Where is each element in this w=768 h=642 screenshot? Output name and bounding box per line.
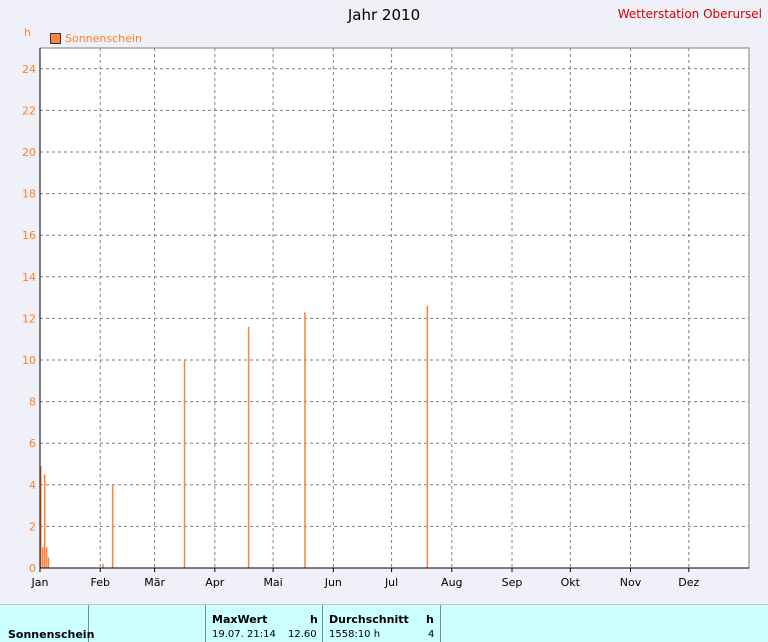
station-label: Wetterstation Oberursel [617,7,762,21]
bar [183,360,186,568]
y-tick-label: 12 [22,312,36,325]
x-tick-label: Feb [90,576,109,589]
footer-cell-max: MaxWert h 19.07. 21:14 12.60 [206,605,323,642]
grid-lines [40,48,749,568]
x-tick-label: Aug [441,576,462,589]
bar [111,484,114,568]
y-axis-unit: h [24,26,31,39]
footer-cell-label: Sonnenschein [0,605,94,642]
bar [43,474,46,568]
bar [102,563,104,568]
footer-max-value: 12.60 [288,629,317,640]
y-tick-label: 0 [29,562,36,575]
bar [304,312,306,568]
bar [426,305,429,568]
legend: Sonnenschein [50,31,142,45]
y-tick-label: 20 [22,146,36,159]
x-tick-label: Mai [263,576,282,589]
footer-cell-empty [89,605,206,642]
x-tick-label: Mär [144,576,165,589]
footer-max-label: MaxWert [212,613,268,626]
footer-avg-unit: h [426,613,434,626]
x-axis-ticks: Jan Feb Mär Apr Mai Jun Jul Aug Sep Okt Nov Dez [31,568,700,589]
footer-max-unit: h [310,613,318,626]
legend-label: Sonnenschein [65,31,142,45]
footer-avg-label: Durchschnitt [329,613,409,626]
x-tick-label: Jul [384,576,398,589]
legend-swatch [50,32,61,44]
summary-footer: Sonnenschein MaxWert h 19.07. 21:14 12.6… [0,604,768,642]
y-tick-label: 22 [22,104,36,117]
x-tick-label: Nov [620,576,642,589]
y-tick-label: 18 [22,188,36,201]
y-tick-label: 24 [22,63,36,76]
plot-area [39,47,750,569]
y-tick-label: 10 [22,354,36,367]
x-tick-label: Sep [502,576,523,589]
x-tick-label: Jun [324,576,342,589]
footer-max-time: 19.07. 21:14 [212,629,276,640]
bar [47,557,50,568]
y-tick-label: 2 [29,520,36,533]
y-tick-label: 16 [22,229,36,242]
y-tick-label: 14 [22,271,36,284]
bar [40,466,42,568]
chart-title: Jahr 2010 [347,6,421,24]
bar [45,547,48,568]
y-tick-label: 6 [29,437,36,450]
footer-avg-value: 1558:10 h [329,629,381,640]
bars [40,305,429,568]
footer-avg-extra: 4 [428,629,435,640]
bar [41,547,44,568]
footer-cell-avg: Durchschnitt h 1558:10 h 4 [323,605,441,642]
y-tick-label: 4 [29,479,36,492]
bar [247,326,250,568]
x-tick-label: Jan [31,576,49,589]
y-tick-label: 8 [29,396,36,409]
footer-row-label: Sonnenschein [8,628,95,641]
x-tick-label: Dez [678,576,699,589]
x-tick-label: Okt [561,576,581,589]
x-tick-label: Apr [205,576,225,589]
